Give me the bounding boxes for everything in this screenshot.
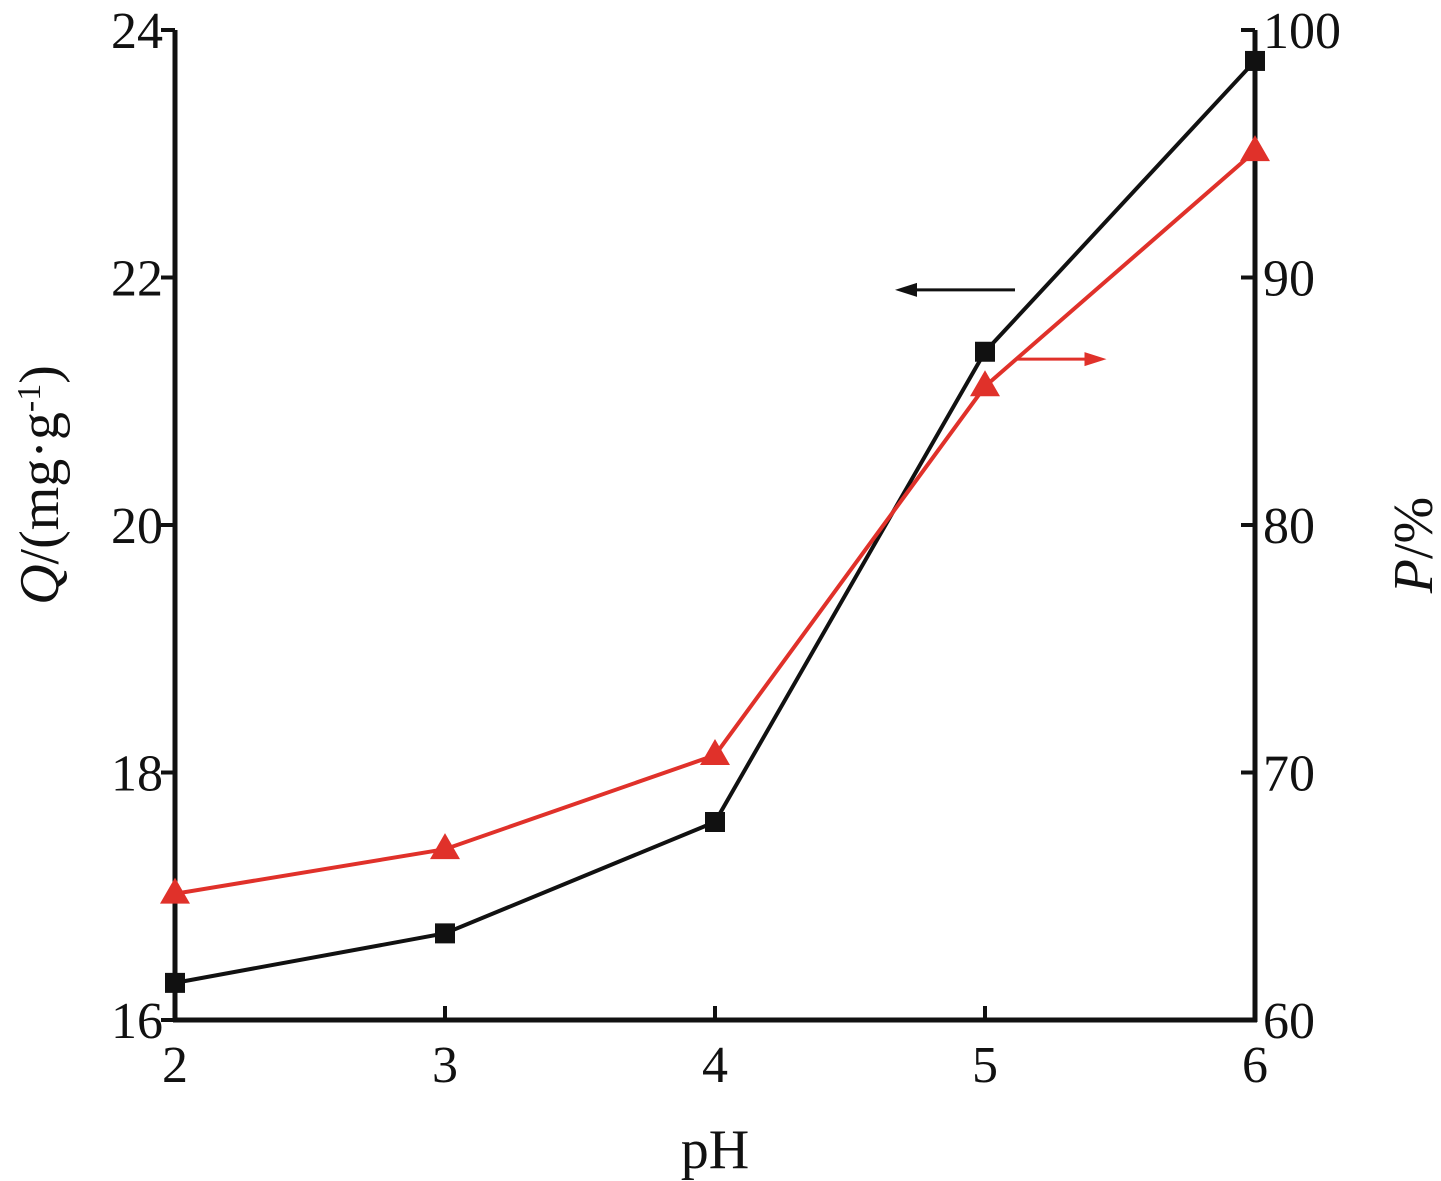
series-0-marker [705, 812, 725, 832]
right-axis-title-symbol: P [1383, 559, 1441, 594]
left-axis-title: Q/(mg·g-1) [9, 365, 71, 605]
left-axis-tick-label: 22 [111, 251, 163, 308]
right-axis-tick-label: 80 [1263, 498, 1315, 555]
x-axis-ticks: 2 3 4 5 6 [162, 1006, 1268, 1094]
left-axis-ticks: 16 18 20 22 24 [111, 3, 175, 1050]
x-axis-tick-label: 4 [702, 1037, 728, 1094]
plot-frame [172, 30, 1258, 1023]
left-axis-title-symbol: Q [9, 564, 71, 604]
left-axis-title-close: ) [9, 365, 71, 384]
x-axis-tick-label: 5 [972, 1037, 998, 1094]
left-axis-tick-label: 24 [111, 3, 163, 60]
left-axis-tick-label: 20 [111, 498, 163, 555]
left-axis-tick-label: 18 [111, 746, 163, 803]
series-0-marker [435, 923, 455, 944]
arrow-left-head [895, 282, 917, 297]
x-axis-tick-label: 2 [162, 1037, 188, 1094]
series-1-marker [1240, 135, 1270, 162]
series-1-marker [160, 877, 190, 904]
x-axis-tick-label: 6 [1242, 1037, 1268, 1094]
right-axis-tick-label: 90 [1263, 251, 1315, 308]
right-axis-title-unit: /% [1383, 497, 1441, 559]
series-1-marker [970, 370, 1000, 397]
series-layer [160, 50, 1270, 993]
series-1-marker [430, 833, 460, 860]
series-0-marker [165, 972, 185, 993]
x-axis-tick-label: 3 [432, 1037, 458, 1094]
right-axis-tick-label: 100 [1263, 3, 1341, 60]
series-0-line [174, 59, 1257, 985]
right-axis-tick-label: 60 [1263, 993, 1315, 1050]
arrow-right-head [1084, 352, 1107, 367]
series-1-line [174, 149, 1257, 896]
series-0-marker [975, 341, 995, 362]
left-axis-title-superscript: -1 [11, 384, 48, 412]
right-axis-title: P/% [1383, 497, 1441, 594]
series-0-marker [1245, 50, 1265, 71]
left-axis-title-unit: /(mg·g [9, 412, 71, 564]
annotation-layer [895, 282, 1107, 367]
right-axis-tick-label: 70 [1263, 746, 1315, 803]
series-1-marker [700, 739, 730, 766]
left-axis-tick-label: 16 [111, 993, 163, 1050]
x-axis-title: pH [681, 1119, 749, 1181]
right-axis-ticks: 60 70 80 90 100 [1241, 3, 1341, 1050]
